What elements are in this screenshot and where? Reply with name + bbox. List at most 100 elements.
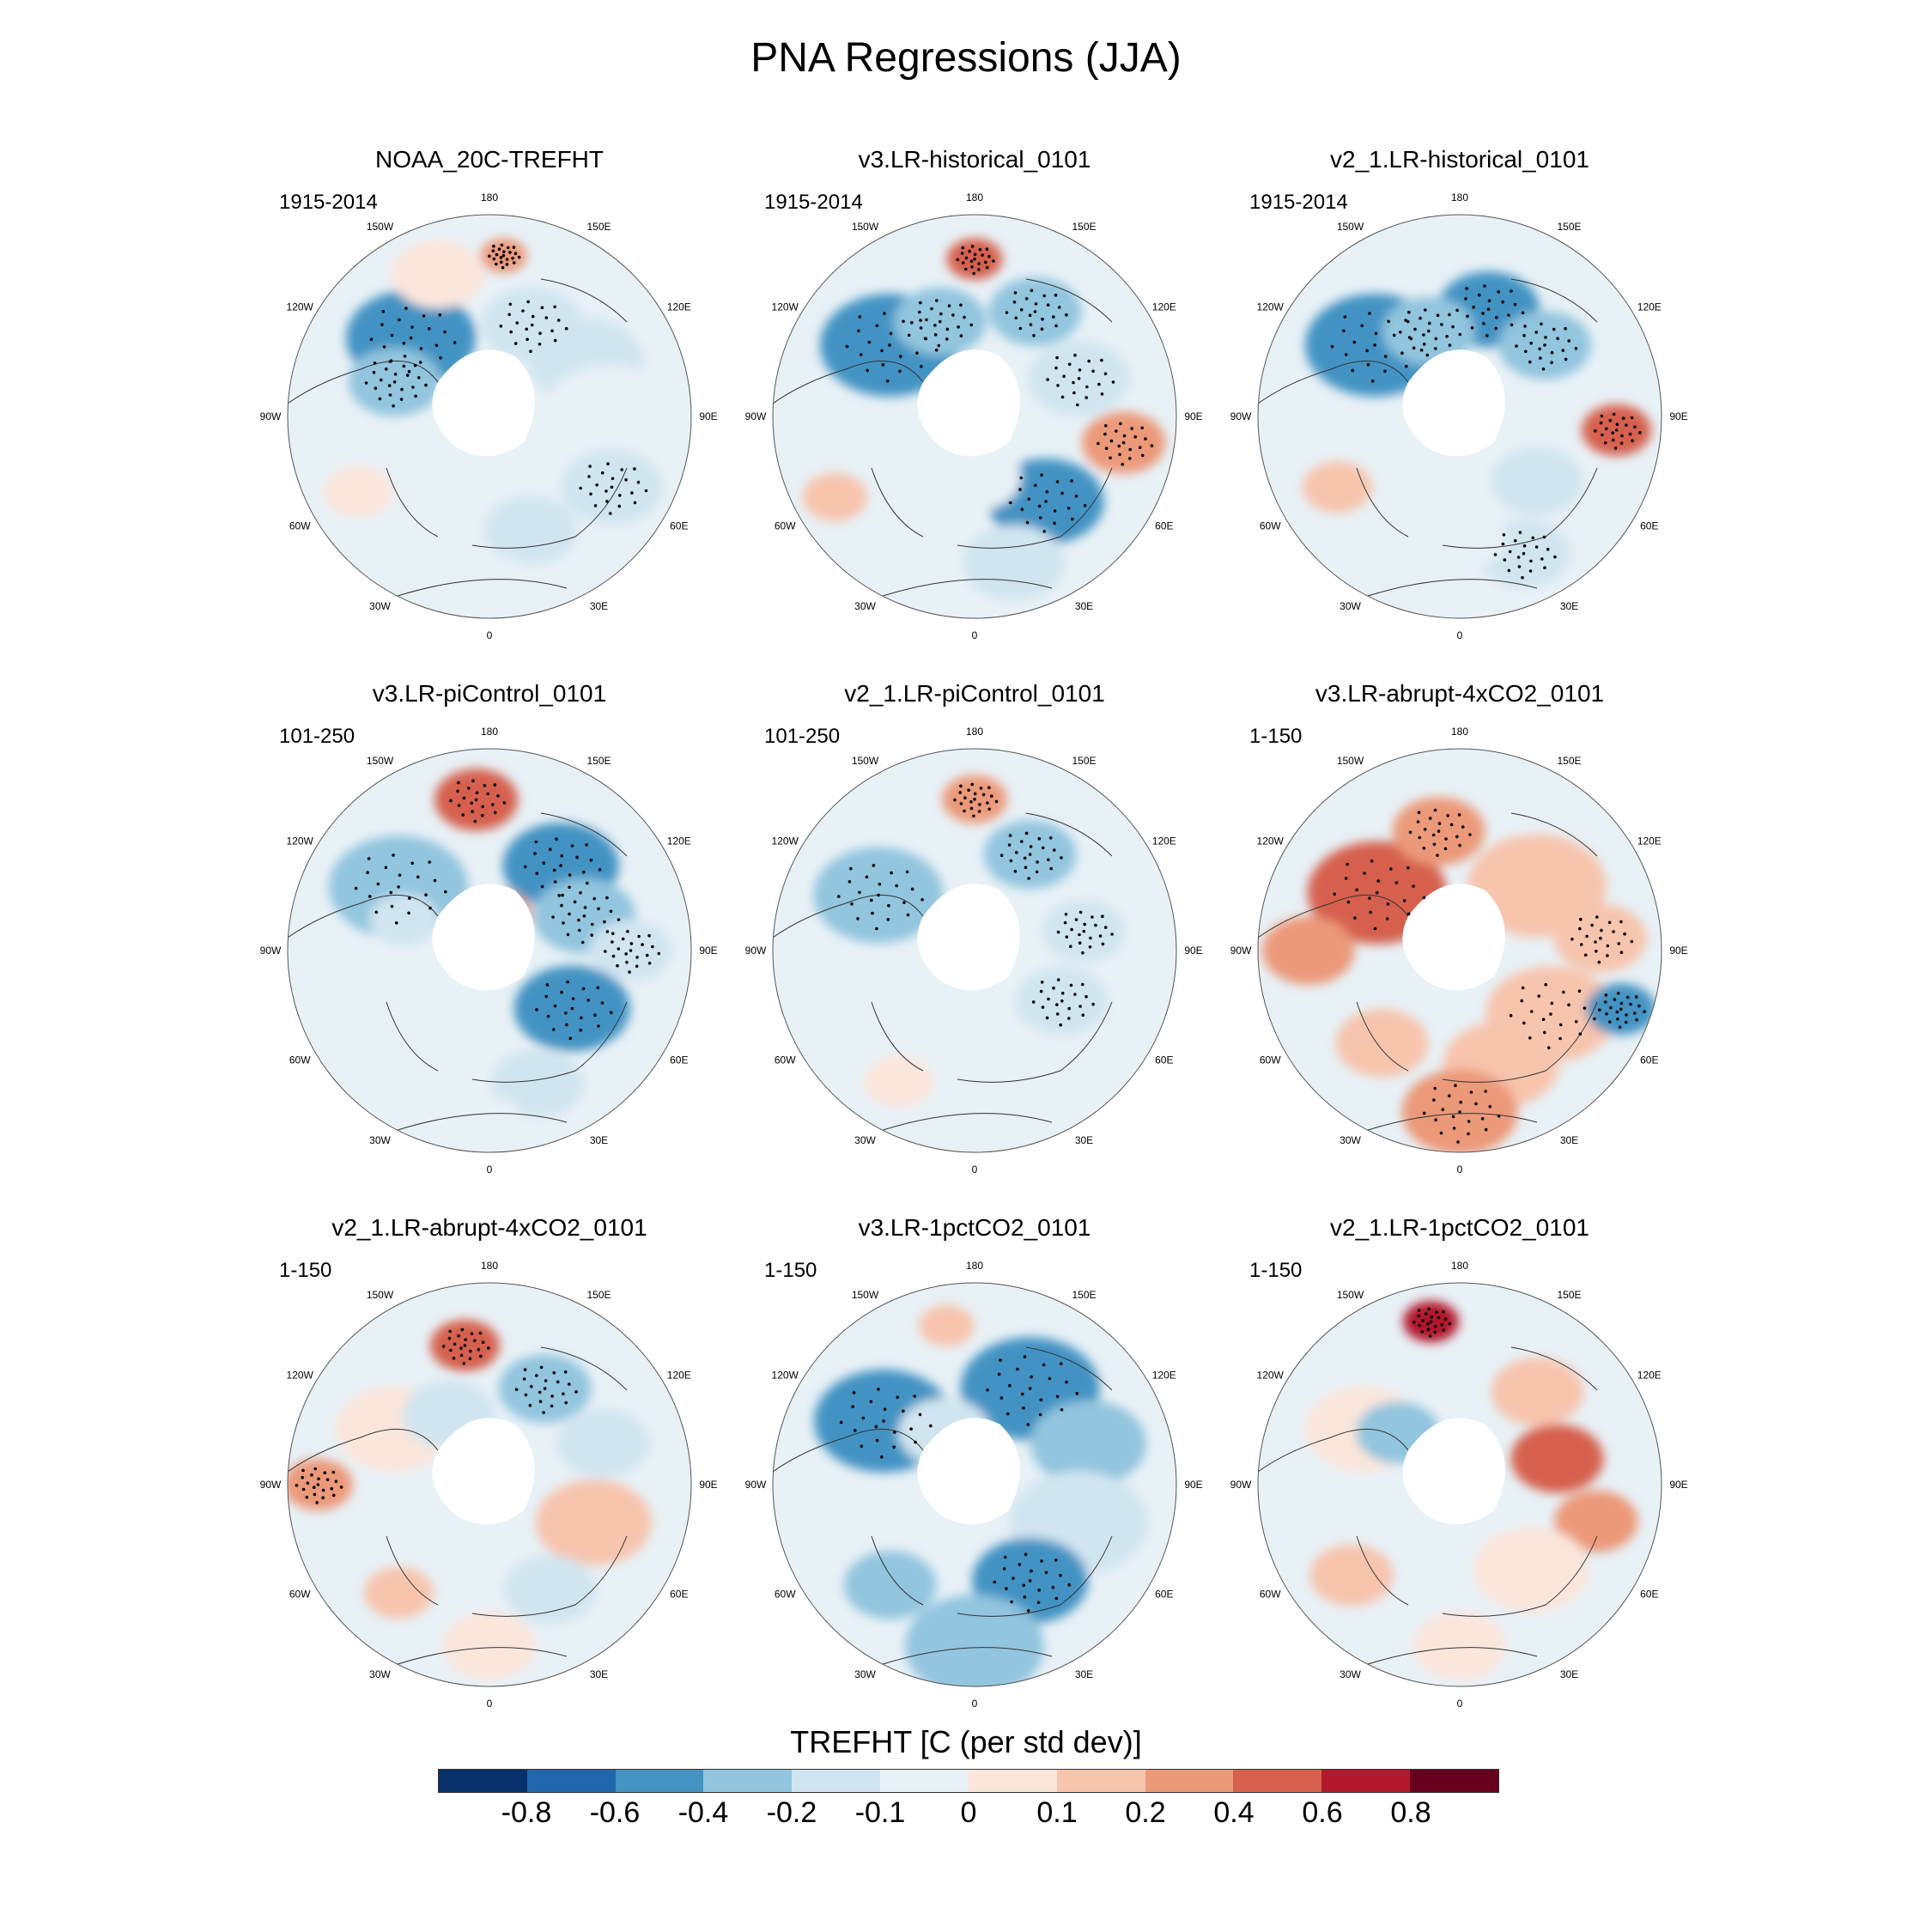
significance-stipple <box>1374 331 1378 336</box>
significance-stipple <box>1606 954 1609 957</box>
significance-stipple <box>524 865 527 869</box>
significance-stipple <box>1033 310 1037 313</box>
significance-stipple <box>878 882 882 886</box>
significance-stipple <box>1598 1008 1601 1012</box>
colorbar-tick-label: 0.2 <box>1125 1796 1166 1829</box>
significance-stipple <box>1375 890 1379 895</box>
significance-stipple <box>1078 910 1083 914</box>
longitude-label: 60E <box>1155 1054 1173 1066</box>
significance-stipple <box>1538 347 1541 351</box>
panel-year-range: 1-150 <box>764 1259 817 1282</box>
significance-stipple <box>475 791 479 795</box>
significance-stipple <box>517 255 521 259</box>
significance-stipple <box>530 1385 533 1388</box>
significance-stipple <box>438 313 442 317</box>
significance-stipple <box>934 348 939 352</box>
significance-stipple <box>1599 421 1603 425</box>
significance-stipple <box>1466 314 1469 319</box>
significance-stipple <box>559 864 562 867</box>
significance-stipple <box>986 1388 989 1392</box>
significance-stipple <box>1585 934 1589 939</box>
significance-stipple <box>1501 300 1504 304</box>
significance-stipple <box>895 884 898 888</box>
map-panel: v2_1.LR-piControl_0101 101-250 180 150E 120E… <box>734 680 1215 1176</box>
significance-stipple <box>1042 294 1046 298</box>
significance-stipple <box>530 323 534 327</box>
longitude-label: 30W <box>1340 600 1361 612</box>
polar-map: 180 150E 120E 90E 60E 30E 0 30W 60W 90W 120W 150W <box>745 1260 1203 1710</box>
significance-stipple <box>543 1387 547 1390</box>
significance-stipple <box>994 799 999 804</box>
longitude-label: 0 <box>1457 1698 1463 1710</box>
anomaly-region <box>443 1612 536 1680</box>
anomaly-region <box>1309 1544 1394 1607</box>
significance-stipple <box>1041 846 1045 850</box>
significance-stipple <box>1373 343 1376 347</box>
longitude-label: 60E <box>1640 1054 1658 1066</box>
significance-stipple <box>1488 1104 1492 1109</box>
longitude-label: 30E <box>1075 1668 1093 1680</box>
significance-stipple <box>1005 311 1009 314</box>
significance-stipple <box>1046 378 1049 381</box>
significance-stipple <box>364 381 368 385</box>
significance-stipple <box>538 343 542 346</box>
significance-stipple <box>1422 896 1426 900</box>
significance-stipple <box>1117 444 1121 448</box>
significance-stipple <box>1459 1100 1462 1104</box>
significance-stipple <box>1612 412 1616 416</box>
significance-stipple <box>495 252 499 257</box>
coastline <box>773 1346 1113 1666</box>
significance-stipple <box>1440 323 1443 326</box>
significance-stipple <box>500 260 503 264</box>
significance-stipple <box>857 329 860 333</box>
significance-stipple <box>316 1483 320 1486</box>
significance-stipple <box>919 326 923 330</box>
significance-stipple <box>610 485 614 489</box>
significance-stipple <box>397 885 400 889</box>
significance-stipple <box>496 794 500 798</box>
significance-stipple <box>417 376 421 380</box>
significance-stipple <box>579 486 582 490</box>
significance-stipple <box>382 345 386 349</box>
significance-stipple <box>1060 395 1065 399</box>
significance-stipple <box>1524 349 1528 354</box>
significance-stipple <box>945 337 949 341</box>
significance-stipple <box>959 802 963 805</box>
significance-stipple <box>586 881 589 885</box>
significance-stipple <box>951 313 955 317</box>
significance-stipple <box>561 893 564 897</box>
significance-stipple <box>463 1344 467 1347</box>
significance-stipple <box>625 960 629 964</box>
significance-stipple <box>551 1028 556 1031</box>
significance-stipple <box>1081 982 1084 987</box>
significance-stipple <box>589 492 592 496</box>
significance-stipple <box>1433 808 1437 812</box>
significance-stipple <box>581 987 586 991</box>
map-boundary <box>287 214 692 619</box>
significance-stipple <box>1407 336 1412 339</box>
significance-stipple <box>1615 422 1619 427</box>
significance-stipple <box>1098 934 1103 938</box>
significance-stipple <box>1522 1021 1526 1025</box>
anomaly-region <box>843 1551 937 1619</box>
significance-stipple <box>1044 1571 1048 1575</box>
significance-stipple <box>1103 372 1108 376</box>
significance-stipple <box>880 1455 884 1459</box>
significance-stipple <box>851 1405 854 1408</box>
significance-stipple <box>858 890 861 895</box>
longitude-label: 30E <box>590 1134 608 1146</box>
significance-stipple <box>544 316 549 319</box>
significance-stipple <box>1025 520 1030 525</box>
colorbar-tick-label: -0.2 <box>766 1796 817 1829</box>
significance-stipple <box>973 257 976 261</box>
significance-stipple <box>849 866 853 871</box>
arctic-region <box>1402 1418 1505 1525</box>
significance-stipple <box>1351 368 1354 373</box>
significance-stipple <box>1617 942 1620 945</box>
significance-stipple <box>571 997 575 1000</box>
significance-stipple <box>404 307 408 310</box>
longitude-label: 60W <box>289 1054 311 1066</box>
anomaly-region <box>928 442 1021 512</box>
significance-stipple <box>969 323 973 327</box>
significance-stipple <box>956 258 959 262</box>
